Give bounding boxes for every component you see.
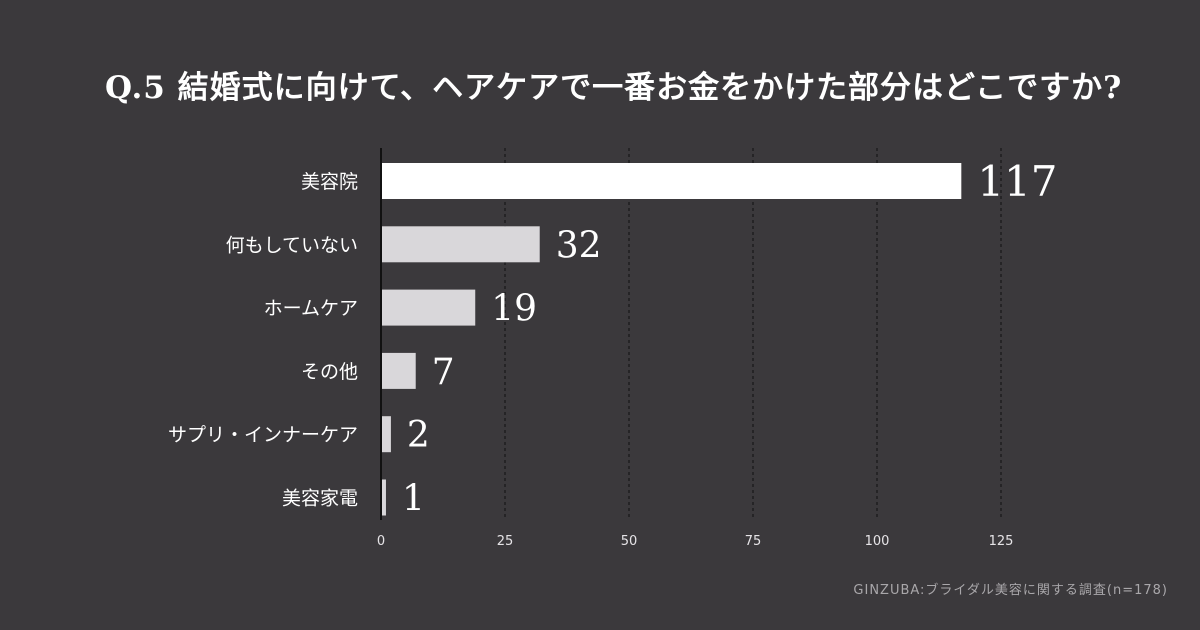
data-label-2: 19: [491, 289, 537, 330]
source-note: GINZUBA:ブライダル美容に関する調査(n=178): [853, 583, 1168, 598]
bar-4: [381, 416, 391, 453]
category-label-4: サプリ・インナーケア: [168, 424, 358, 446]
x-tick-label-50: 50: [621, 534, 638, 549]
x-tick-label-75: 75: [745, 534, 762, 549]
bar-3: [381, 352, 416, 389]
x-tick-label-125: 125: [989, 534, 1014, 549]
data-label-1: 32: [556, 225, 602, 266]
data-label-4: 2: [407, 415, 430, 456]
x-tick-label-100: 100: [865, 534, 890, 549]
bar-2: [381, 289, 476, 326]
category-label-1: 何もしていない: [226, 234, 358, 256]
category-label-5: 美容家電: [282, 488, 358, 510]
category-label-0: 美容院: [301, 171, 358, 193]
category-label-2: ホームケア: [264, 298, 358, 320]
data-label-5: 1: [402, 479, 425, 520]
grid-lines: [504, 148, 1002, 520]
data-label-0: 117: [977, 157, 1057, 206]
category-label-3: その他: [301, 361, 358, 383]
x-tick-label-25: 25: [497, 534, 514, 549]
x-tick-labels: 0 25 50 75 100 125: [377, 534, 1014, 549]
bars: [381, 163, 962, 516]
x-tick-label-0: 0: [377, 534, 385, 549]
chart-title: Q.5 結婚式に向けて、ヘアケアで一番お金をかけた部分はどこですか?: [105, 70, 1123, 106]
data-label-3: 7: [432, 352, 455, 393]
data-labels: 117 32 19 72 1: [402, 157, 1058, 520]
bar-0: [381, 163, 962, 199]
bar-5: [381, 479, 386, 516]
bar-1: [381, 226, 540, 263]
